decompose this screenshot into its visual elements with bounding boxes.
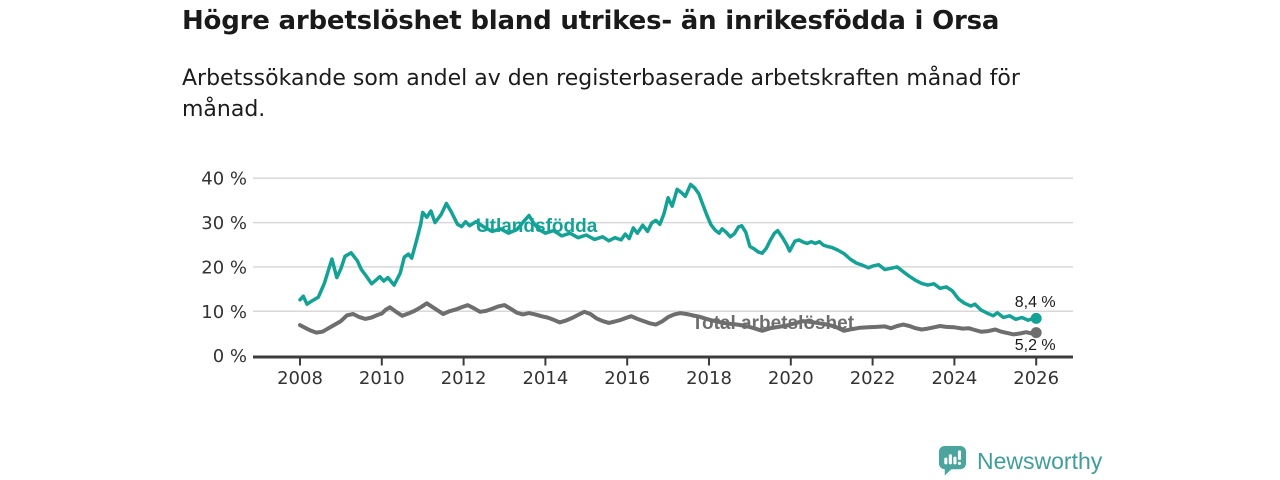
bar-chart-speech-bubble-icon xyxy=(938,445,967,476)
x-tick-label: 2024 xyxy=(931,368,977,389)
x-tick-label: 2012 xyxy=(441,368,487,389)
series-label-total: Total arbetslöshet xyxy=(692,313,855,334)
end-value-label: 8,4 % xyxy=(1015,294,1056,311)
series-label-utlandsfodda: Utlandsfödda xyxy=(476,216,598,237)
x-tick-label: 2014 xyxy=(522,368,568,389)
series-end-dot xyxy=(1030,327,1042,339)
x-tick-label: 2016 xyxy=(604,368,650,389)
x-tick-label: 2020 xyxy=(768,368,814,389)
y-tick-label: 40 % xyxy=(201,169,247,190)
x-tick-label: 2022 xyxy=(850,368,896,389)
y-tick-label: 20 % xyxy=(201,257,247,278)
series-line-utlandsfodda xyxy=(298,182,1038,322)
newsworthy-wordmark: Newsworthy xyxy=(977,447,1103,474)
x-tick-label: 2010 xyxy=(359,368,405,389)
series-line-total xyxy=(298,301,1039,337)
end-value-label: 5,2 % xyxy=(1015,337,1056,354)
x-tick-label: 2008 xyxy=(277,368,323,389)
y-tick-label: 0 % xyxy=(213,346,247,367)
newsworthy-logo: Newsworthy xyxy=(937,445,1102,477)
y-tick-label: 10 % xyxy=(201,302,247,323)
chart-subtitle: Arbetssökande som andel av den registerb… xyxy=(182,66,1020,122)
page-title: Högre arbetslöshet bland utrikes- än inr… xyxy=(182,6,1000,36)
y-tick-label: 30 % xyxy=(201,213,247,234)
x-tick-label: 2018 xyxy=(686,368,732,389)
x-tick-label: 2026 xyxy=(1013,368,1059,389)
series-end-dot xyxy=(1030,312,1042,324)
